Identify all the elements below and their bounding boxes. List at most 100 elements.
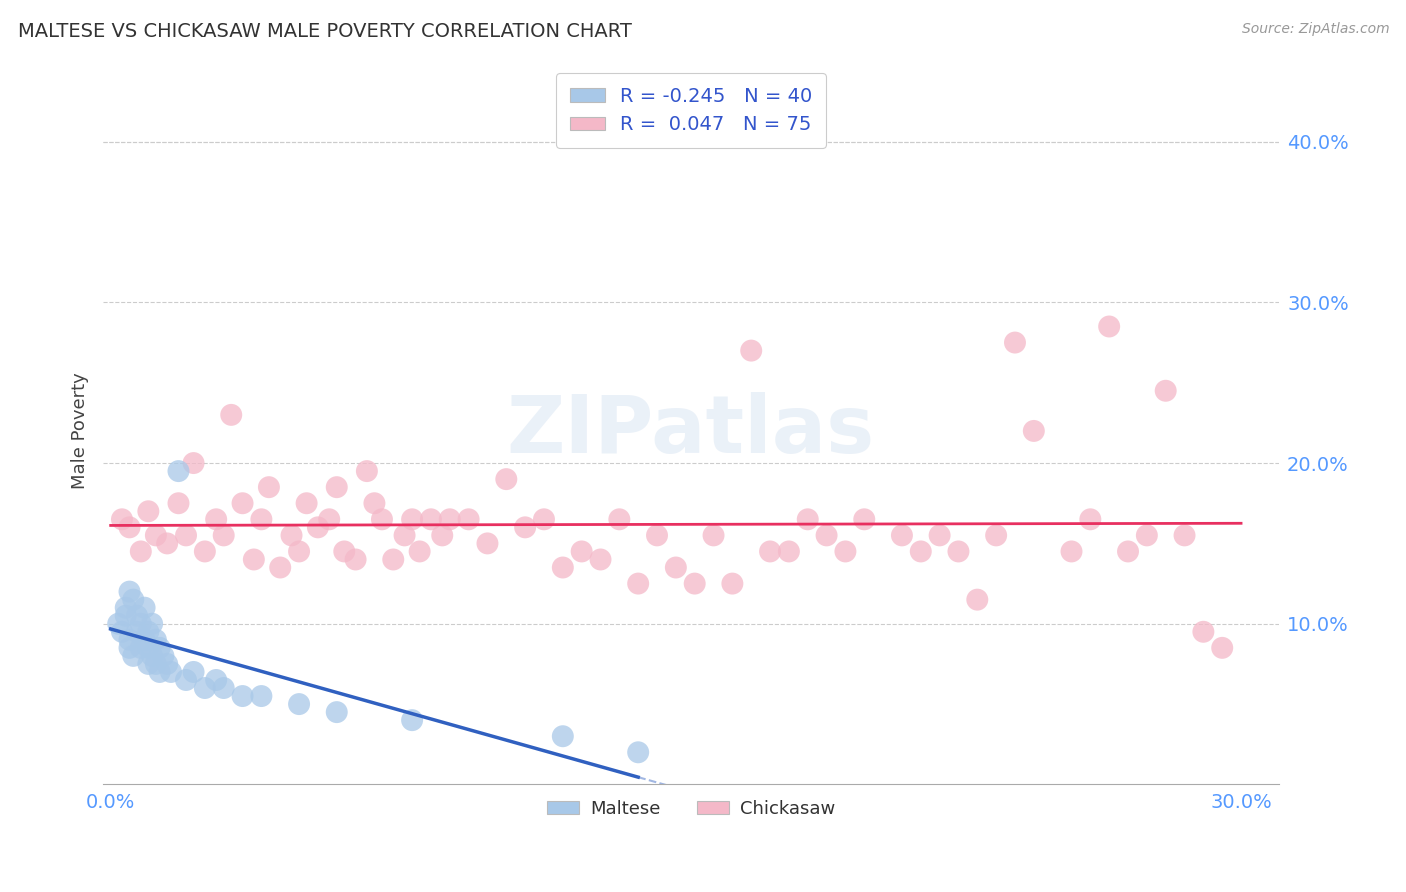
Point (1004, 335, 1026, 350)
Point (288, 697, 311, 711)
Text: ZIPatlas: ZIPatlas (506, 392, 875, 470)
Point (129, 640, 152, 655)
Point (589, 552, 612, 566)
Point (145, 528, 167, 542)
Point (138, 624, 160, 639)
Point (307, 520, 329, 534)
Point (134, 632, 156, 647)
Point (141, 616, 163, 631)
Point (280, 528, 302, 542)
Point (401, 512, 423, 526)
Y-axis label: Male Poverty: Male Poverty (72, 373, 89, 490)
Point (138, 640, 160, 655)
Point (149, 665, 172, 679)
Point (174, 528, 197, 542)
Point (420, 512, 443, 526)
Point (371, 512, 394, 526)
Point (212, 528, 235, 542)
Point (232, 496, 254, 510)
Point (219, 408, 242, 422)
Point (571, 544, 593, 558)
Point (134, 600, 156, 615)
Point (495, 472, 517, 486)
Point (194, 544, 217, 558)
Point (1060, 544, 1083, 558)
Point (984, 528, 1007, 542)
Point (250, 512, 273, 526)
Point (333, 544, 356, 558)
Point (111, 512, 134, 526)
Point (1098, 319, 1121, 334)
Point (721, 576, 744, 591)
Point (815, 528, 838, 542)
Point (141, 648, 163, 663)
Point (138, 657, 160, 671)
Point (194, 681, 217, 695)
Point (439, 512, 461, 526)
Point (515, 520, 537, 534)
Text: Source: ZipAtlas.com: Source: ZipAtlas.com (1241, 22, 1389, 37)
Point (1136, 528, 1159, 542)
Point (318, 512, 340, 526)
Point (1211, 640, 1233, 655)
Point (167, 464, 190, 478)
Point (111, 624, 134, 639)
Point (122, 648, 145, 663)
Point (326, 480, 349, 494)
Point (156, 536, 179, 550)
Point (890, 528, 912, 542)
Point (167, 496, 190, 510)
Point (432, 528, 454, 542)
Point (129, 544, 152, 558)
Point (125, 608, 148, 623)
Point (948, 544, 970, 558)
Point (1116, 544, 1139, 558)
Point (118, 520, 141, 534)
Point (382, 552, 405, 566)
Point (122, 592, 145, 607)
Point (1173, 528, 1195, 542)
Point (551, 560, 574, 574)
Point (627, 745, 650, 759)
Point (114, 608, 136, 623)
Point (149, 640, 172, 655)
Point (665, 560, 688, 574)
Point (477, 536, 499, 550)
Point (401, 713, 423, 727)
Point (145, 657, 167, 671)
Point (394, 528, 416, 542)
Point (174, 673, 197, 687)
Point (138, 504, 160, 518)
Point (118, 584, 141, 599)
Point (257, 480, 280, 494)
Point (551, 729, 574, 743)
Point (344, 552, 367, 566)
Point (243, 552, 266, 566)
Point (1022, 424, 1045, 438)
Point (326, 705, 349, 719)
Point (145, 632, 167, 647)
Text: MALTESE VS CHICKASAW MALE POVERTY CORRELATION CHART: MALTESE VS CHICKASAW MALE POVERTY CORREL… (18, 22, 633, 41)
Point (363, 496, 385, 510)
Point (205, 512, 228, 526)
Point (778, 544, 800, 558)
Point (125, 624, 148, 639)
Point (759, 544, 782, 558)
Point (183, 665, 205, 679)
Point (910, 544, 932, 558)
Point (853, 512, 876, 526)
Point (295, 496, 318, 510)
Point (212, 681, 235, 695)
Point (1192, 624, 1215, 639)
Legend: Maltese, Chickasaw: Maltese, Chickasaw (540, 792, 842, 825)
Point (533, 512, 555, 526)
Point (796, 512, 818, 526)
Point (183, 456, 205, 470)
Point (408, 544, 430, 558)
Point (740, 343, 762, 358)
Point (156, 657, 179, 671)
Point (118, 632, 141, 647)
Point (607, 512, 630, 526)
Point (160, 665, 183, 679)
Point (250, 689, 273, 703)
